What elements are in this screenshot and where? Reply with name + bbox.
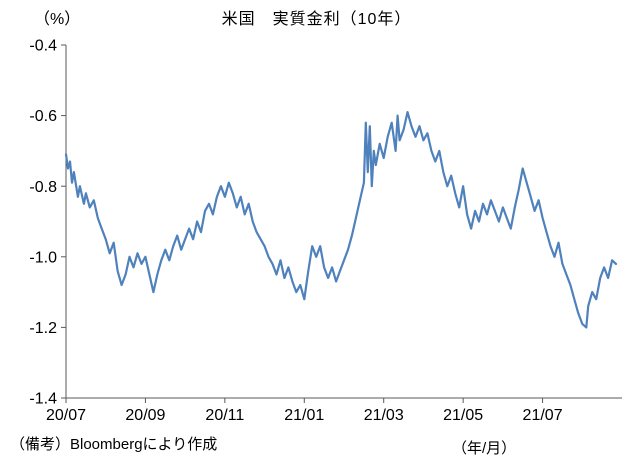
chart-title: 米国 実質金利（10年） [221, 11, 412, 28]
y-tick-label: -1.2 [29, 320, 57, 337]
x-tick-label: 20/09 [125, 407, 165, 424]
x-tick-label: 21/01 [284, 407, 324, 424]
real-interest-rate-series-line [64, 110, 618, 329]
source-note: （備考）Bloombergにより作成 [10, 436, 218, 453]
x-tick-label: 20/11 [205, 407, 244, 424]
x-axis-unit-label: （年/月） [452, 440, 517, 457]
y-tick-label: -0.6 [29, 108, 57, 125]
y-tick-label: -1.0 [29, 249, 57, 266]
y-tick-label: -1.4 [29, 391, 57, 408]
x-tick-label: 20/07 [46, 407, 86, 424]
x-tick-label: 21/05 [443, 407, 483, 424]
y-tick-label: -0.4 [29, 38, 57, 55]
x-tick-label: 21/03 [364, 407, 404, 424]
y-tick-label: -0.8 [29, 179, 57, 196]
y-axis-unit-label: （%） [34, 11, 81, 28]
x-tick-label: 21/07 [523, 407, 563, 424]
